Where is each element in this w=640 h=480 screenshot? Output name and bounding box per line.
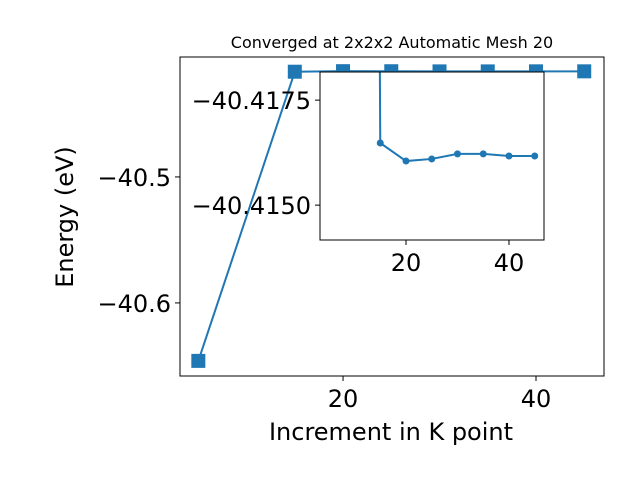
y-tick-label: −40.4175 bbox=[192, 87, 311, 115]
plot-area bbox=[197, 70, 585, 362]
y-axis-label: Energy (eV) bbox=[51, 146, 79, 288]
y-tick-label: −40.4150 bbox=[192, 192, 311, 220]
y-tick-label: −40.5 bbox=[97, 164, 171, 192]
marker bbox=[287, 64, 302, 79]
plot-frame bbox=[319, 71, 545, 241]
x-tick-label: 40 bbox=[494, 249, 525, 277]
x-tick-label: 40 bbox=[521, 385, 552, 413]
y-tick-label: −40.6 bbox=[97, 290, 171, 318]
x-tick-label: 20 bbox=[391, 249, 422, 277]
plot-frame bbox=[179, 56, 605, 377]
plot-area bbox=[378, 72, 535, 163]
marker bbox=[531, 152, 539, 160]
marker bbox=[479, 150, 487, 158]
marker bbox=[376, 139, 384, 147]
marker bbox=[577, 64, 592, 79]
marker bbox=[402, 157, 410, 165]
marker bbox=[505, 152, 513, 160]
data-line bbox=[197, 70, 585, 362]
marker bbox=[191, 353, 206, 368]
chart-title: Converged at 2x2x2 Automatic Mesh 20 bbox=[231, 33, 553, 52]
x-tick-label: 20 bbox=[328, 385, 359, 413]
x-axis-label: Increment in K point bbox=[269, 418, 513, 446]
marker bbox=[453, 150, 461, 158]
markers bbox=[376, 139, 539, 165]
marker bbox=[428, 155, 436, 163]
data-line bbox=[378, 72, 535, 163]
